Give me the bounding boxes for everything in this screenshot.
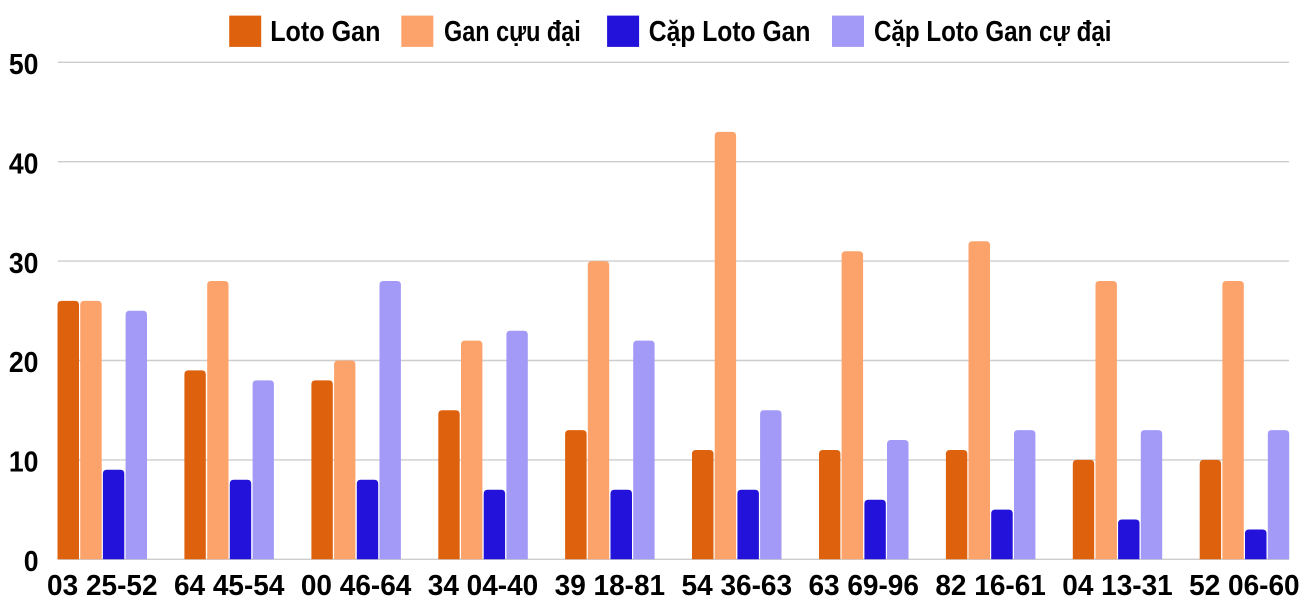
svg-text:64 45-54: 64 45-54: [174, 570, 285, 600]
svg-text:Cặp Loto Gan: Cặp Loto Gan: [649, 16, 811, 48]
svg-text:00 46-64: 00 46-64: [301, 570, 412, 600]
svg-text:03 25-52: 03 25-52: [47, 570, 158, 600]
svg-text:Cặp Loto Gan cự đại: Cặp Loto Gan cự đại: [874, 16, 1112, 48]
svg-text:Gan cựu đại: Gan cựu đại: [444, 16, 581, 48]
svg-text:54 36-63: 54 36-63: [682, 570, 793, 600]
svg-text:04 13-31: 04 13-31: [1062, 570, 1173, 600]
svg-text:39 18-81: 39 18-81: [555, 570, 666, 600]
svg-text:Loto Gan: Loto Gan: [270, 16, 380, 48]
svg-text:50: 50: [9, 49, 39, 81]
svg-text:20: 20: [9, 347, 39, 379]
svg-text:30: 30: [9, 248, 39, 280]
svg-text:82 16-61: 82 16-61: [935, 570, 1046, 600]
svg-text:63 69-96: 63 69-96: [808, 570, 919, 600]
svg-text:34 04-40: 34 04-40: [428, 570, 539, 600]
svg-text:52 06-60: 52 06-60: [1189, 570, 1300, 600]
svg-text:10: 10: [9, 447, 39, 479]
svg-text:0: 0: [24, 546, 39, 578]
svg-text:40: 40: [9, 148, 39, 180]
